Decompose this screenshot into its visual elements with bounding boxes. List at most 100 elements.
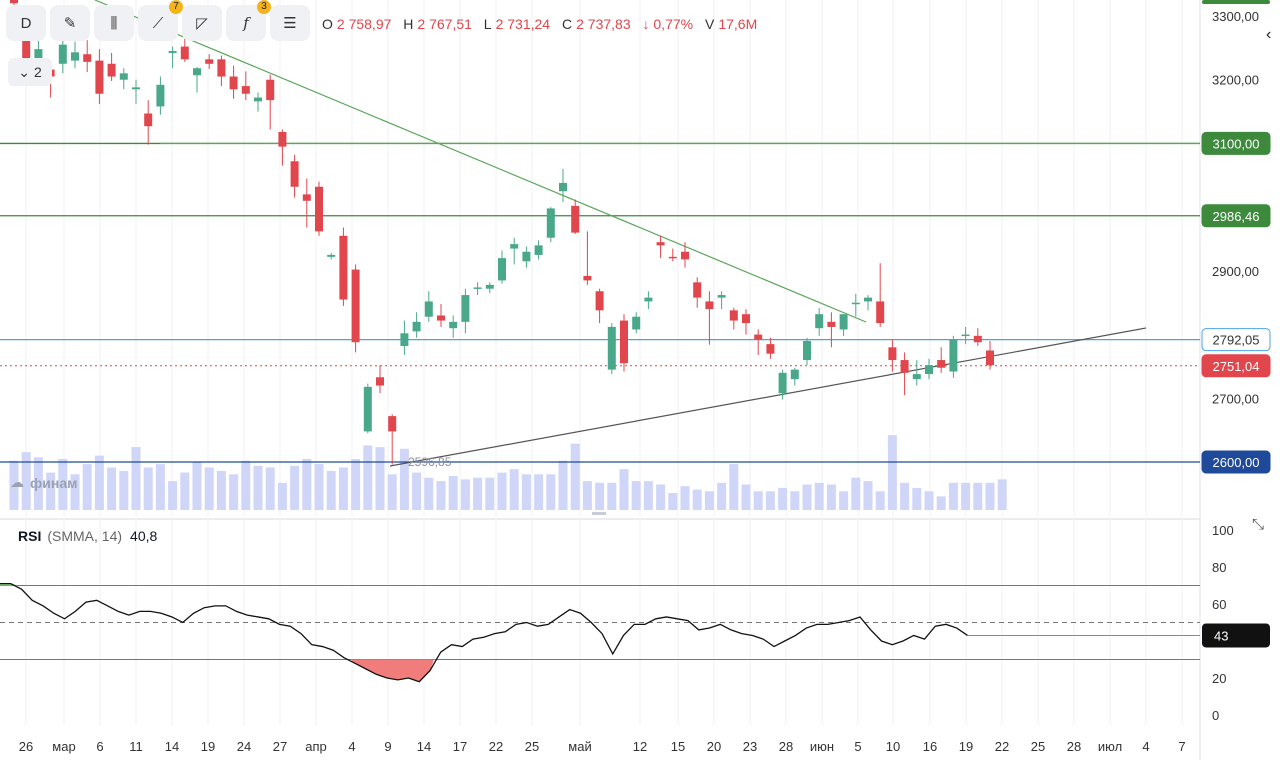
volume-bar bbox=[436, 481, 446, 510]
volume-bar bbox=[473, 477, 483, 510]
candle-body bbox=[461, 295, 470, 322]
volume-bar bbox=[680, 486, 690, 510]
volume-bar bbox=[546, 474, 556, 510]
volume-bar bbox=[778, 487, 788, 510]
watermark: ☁ ФИНАМ bbox=[10, 474, 77, 491]
volume-bar bbox=[509, 469, 519, 510]
volume-bar bbox=[948, 482, 958, 510]
rsi-tick-label: 0 bbox=[1212, 708, 1219, 723]
volume-bar bbox=[448, 476, 458, 510]
expand-pane-icon[interactable]: ⤡ bbox=[1252, 516, 1265, 533]
time-tick-label: 25 bbox=[525, 739, 539, 754]
time-tick-label: 5 bbox=[854, 739, 861, 754]
volume-bar bbox=[460, 479, 470, 510]
candle-body bbox=[449, 321, 458, 329]
volume-bar bbox=[839, 491, 849, 510]
rsi-legend: RSI (SMMA, 14) 40,8 bbox=[18, 528, 157, 544]
time-tick-label: 9 bbox=[384, 739, 391, 754]
candle-body bbox=[607, 326, 616, 370]
candle-body bbox=[205, 59, 214, 64]
volume-bar bbox=[875, 491, 885, 510]
price-tick-label: 3200,00 bbox=[1212, 73, 1259, 88]
rsi-last-badge bbox=[1202, 623, 1270, 648]
settings-button[interactable]: ☰ bbox=[270, 5, 310, 41]
time-tick-label: 24 bbox=[237, 739, 251, 754]
candle-body bbox=[71, 52, 79, 61]
draw-tools-button[interactable]: ◸ bbox=[182, 5, 222, 41]
trendline bbox=[94, 0, 867, 323]
candle-body bbox=[705, 301, 714, 310]
volume-bar bbox=[887, 435, 897, 510]
chevron-down-icon: ⌄ bbox=[18, 63, 30, 80]
volume-label: V bbox=[704, 16, 715, 32]
price-level-label: 2600,00 bbox=[1213, 455, 1260, 470]
volume-bar bbox=[765, 491, 775, 510]
candle-body bbox=[156, 84, 165, 107]
time-tick-label: 22 bbox=[995, 739, 1009, 754]
time-tick-label: мар bbox=[52, 739, 75, 754]
notes-button[interactable]: ✎ bbox=[50, 5, 90, 41]
price-level-label: 2751,04 bbox=[1213, 359, 1260, 374]
candle-body bbox=[681, 251, 689, 260]
volume-bar bbox=[729, 464, 739, 510]
volume-bar bbox=[229, 474, 239, 510]
rsi-tick-label: 20 bbox=[1212, 671, 1226, 686]
price-level-label: 2986,46 bbox=[1213, 209, 1260, 224]
candle-body bbox=[668, 256, 677, 259]
rsi-line bbox=[0, 583, 968, 683]
candle-body bbox=[803, 340, 811, 361]
candle-body bbox=[729, 310, 738, 321]
candle-body bbox=[632, 316, 641, 330]
time-tick-label: 7 bbox=[1178, 739, 1185, 754]
rsi-params: (SMMA, 14) bbox=[47, 528, 123, 544]
candle-body bbox=[766, 344, 775, 354]
time-tick-label: 20 bbox=[707, 739, 721, 754]
volume-bar bbox=[717, 482, 727, 510]
price-badge-top bbox=[1202, 0, 1270, 4]
volume-bar bbox=[668, 493, 678, 510]
candle-body bbox=[119, 73, 128, 80]
volume-bar bbox=[277, 482, 287, 510]
candle-body bbox=[754, 334, 763, 340]
candle-body bbox=[839, 314, 848, 330]
subpane-toggle[interactable]: ⌄ 2 bbox=[8, 58, 52, 86]
collapse-panel-icon[interactable]: ‹ bbox=[1266, 26, 1272, 43]
candle-body bbox=[229, 76, 238, 90]
candle-body bbox=[315, 186, 323, 232]
volume-bar bbox=[412, 472, 422, 510]
candle-body bbox=[912, 374, 921, 380]
drawings-badge: 7 bbox=[169, 0, 183, 14]
volume-bar bbox=[180, 472, 190, 510]
candle-body bbox=[278, 131, 287, 147]
volume-bar bbox=[741, 484, 751, 510]
drawings-button[interactable]: ⟋ 7 bbox=[138, 0, 183, 41]
volume-bar bbox=[82, 464, 92, 510]
volume-bar bbox=[973, 482, 983, 510]
time-tick-label: апр bbox=[305, 739, 327, 754]
volume-bar bbox=[997, 479, 1007, 510]
volume-bar bbox=[607, 482, 617, 510]
volume-bar bbox=[314, 464, 324, 510]
volume-bar bbox=[94, 455, 104, 510]
candle-body bbox=[620, 320, 628, 364]
candle-body bbox=[339, 235, 348, 300]
candle-body bbox=[644, 297, 653, 302]
volume-bar bbox=[107, 467, 117, 510]
candle-body bbox=[132, 87, 140, 90]
candle-body bbox=[900, 360, 909, 373]
candle-body bbox=[742, 314, 750, 324]
price-tick-label: 2700,00 bbox=[1212, 391, 1259, 406]
time-tick-label: 4 bbox=[1142, 739, 1149, 754]
rsi-tick-label: 80 bbox=[1212, 560, 1226, 575]
candle-body bbox=[815, 314, 824, 329]
candle-body bbox=[876, 301, 885, 324]
candle-body bbox=[58, 44, 67, 64]
volume-bar bbox=[595, 482, 605, 510]
candle-body bbox=[937, 360, 946, 368]
volume-bar bbox=[216, 470, 226, 510]
chart-type-button[interactable]: ⫼ bbox=[94, 5, 134, 41]
rsi-oversold-fill bbox=[350, 659, 434, 682]
interval-button[interactable]: D bbox=[6, 5, 46, 41]
